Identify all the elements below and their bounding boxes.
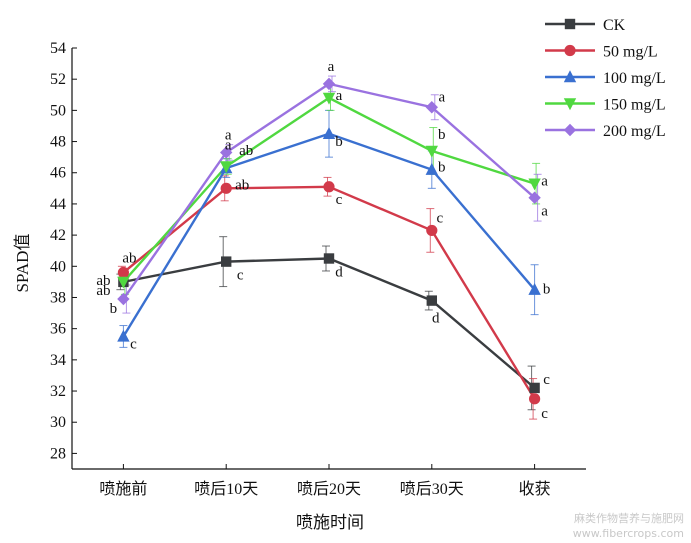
- significance-letter: ab: [235, 177, 249, 193]
- data-point: [117, 276, 130, 289]
- data-point: [117, 266, 129, 279]
- series-markers: [117, 77, 541, 405]
- legend-label: CK: [603, 17, 626, 34]
- significance-letter: d: [432, 311, 440, 327]
- y-tick-label: 42: [50, 227, 66, 244]
- significance-letter: ab: [96, 283, 110, 299]
- series-line: [123, 257, 536, 389]
- data-point: [426, 224, 438, 237]
- data-point: [425, 162, 438, 175]
- legend-label: 200 mg/L: [603, 123, 666, 140]
- data-point: [117, 329, 130, 342]
- data-point: [529, 393, 541, 405]
- y-tick-label: 54: [50, 40, 66, 57]
- significance-letter: a: [541, 204, 548, 220]
- significance-letter: d: [335, 265, 343, 281]
- significance-letter: a: [328, 59, 335, 75]
- legend-label: 150 mg/L: [603, 97, 666, 114]
- significance-letter: b: [543, 282, 551, 298]
- data-point: [529, 382, 540, 394]
- x-axis-ticks: 喷施前 喷后10天 喷后20天 喷后30天 收获: [99, 464, 551, 498]
- x-tick-label: 喷后30天: [400, 480, 464, 498]
- data-point: [220, 182, 232, 194]
- data-point: [220, 146, 233, 159]
- significance-letter: c: [336, 192, 343, 208]
- significance-letter: a: [225, 127, 232, 143]
- y-tick-label: 36: [50, 321, 66, 338]
- data-point: [426, 295, 437, 306]
- significance-letter: a: [541, 174, 548, 190]
- watermark-line-1: 麻类作物营养与施肥网: [574, 511, 684, 525]
- data-point: [323, 181, 335, 193]
- legend-marker: [563, 123, 577, 137]
- significance-letter: c: [436, 210, 443, 226]
- legend-marker: [563, 70, 577, 83]
- y-tick-label: 32: [50, 383, 66, 400]
- y-tick-label: 40: [50, 258, 66, 275]
- data-point: [528, 282, 541, 295]
- y-tick-label: 30: [50, 414, 66, 431]
- legend-marker: [564, 18, 576, 30]
- x-tick-label: 喷后20天: [297, 480, 361, 498]
- significance-letter: b: [335, 134, 343, 150]
- y-axis-ticks: 28 30 32 34 36 38 40 42 44 46 48 50 52 54: [50, 40, 77, 462]
- x-tick-label: 喷后10天: [194, 480, 258, 498]
- data-point: [528, 178, 541, 191]
- data-point: [220, 161, 233, 174]
- y-tick-label: 38: [50, 289, 66, 306]
- significance-letter: c: [541, 406, 548, 422]
- significance-letter: a: [225, 138, 232, 154]
- data-point: [221, 256, 232, 267]
- significance-letter: b: [438, 160, 446, 176]
- data-point: [117, 292, 130, 306]
- y-tick-label: 50: [50, 102, 66, 119]
- significance-letter: a: [336, 88, 343, 104]
- y-tick-label: 44: [50, 196, 66, 213]
- data-point: [528, 191, 541, 204]
- x-tick-label: 收获: [519, 480, 551, 498]
- legend-label: 50 mg/L: [603, 44, 658, 61]
- x-tick-label: 喷施前: [99, 480, 147, 498]
- y-tick-label: 34: [50, 352, 66, 369]
- x-axis-label: 喷施时间: [296, 513, 364, 532]
- significance-letter: b: [110, 301, 118, 317]
- y-axis-label: SPAD值: [13, 234, 32, 293]
- significance-letter: c: [130, 336, 137, 352]
- watermark-line-2: www.fibercrops.com: [573, 527, 684, 540]
- data-point: [323, 253, 335, 264]
- legend-marker: [564, 44, 576, 57]
- significance-letter: a: [438, 89, 445, 105]
- data-point: [322, 92, 336, 105]
- legend-marker: [563, 98, 577, 111]
- legend: CK 50 mg/L 100 mg/L 150 mg/L 200 mg/L: [545, 17, 666, 140]
- significance-letter: ab: [122, 251, 136, 267]
- data-point: [322, 77, 336, 91]
- y-tick-label: 48: [50, 134, 66, 151]
- y-tick-label: 52: [50, 71, 66, 88]
- y-tick-label: 28: [50, 445, 66, 462]
- legend-label: 100 mg/L: [603, 70, 666, 87]
- y-tick-label: 46: [50, 165, 66, 182]
- significance-letter: c: [543, 372, 550, 388]
- data-point: [425, 145, 438, 158]
- data-point: [425, 101, 438, 114]
- significance-letter: ab: [96, 273, 110, 289]
- significance-letter: c: [237, 268, 244, 284]
- significance-letter: b: [438, 127, 446, 143]
- significance-letter: ab: [239, 143, 253, 159]
- data-point: [322, 127, 336, 139]
